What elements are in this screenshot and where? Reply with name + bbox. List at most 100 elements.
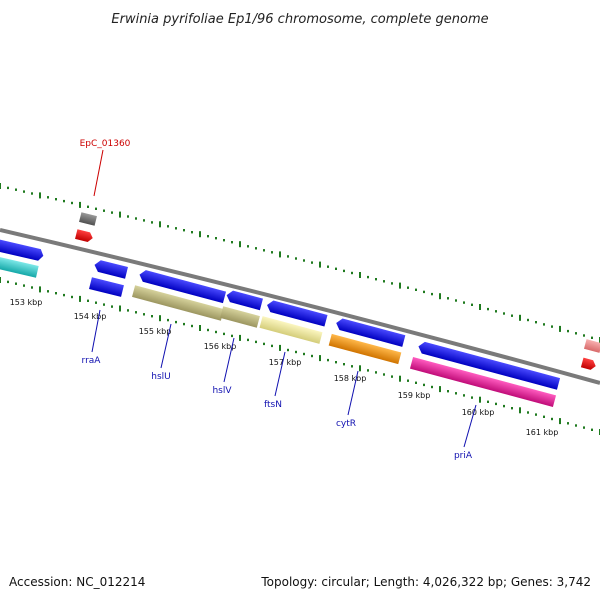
outer-ring-tick: [279, 251, 281, 258]
chromosome-backbone: [0, 228, 600, 385]
outer-ring-tick: [487, 307, 489, 311]
inner-ring-tick: [7, 280, 9, 284]
outer-ring-tick: [119, 211, 121, 218]
outer-ring-tick: [535, 321, 537, 324]
outer-ring-tick: [0, 183, 1, 189]
outer-ring-tick: [39, 192, 41, 199]
outer-ring-tick: [527, 318, 529, 322]
pink-feature: [583, 339, 600, 353]
outer-ring-tick: [335, 267, 337, 270]
inner-ring-tick: [479, 396, 481, 403]
leader-hslV: [223, 337, 235, 383]
outer-ring-tick: [431, 292, 433, 296]
topology-text: Topology: circular; Length: 4,026,322 bp…: [260, 575, 591, 589]
gene-rraA: [89, 277, 124, 297]
inner-ring-tick: [471, 396, 473, 399]
red-feature-right: [580, 357, 596, 370]
outer-ring-tick: [79, 201, 81, 208]
outer-ring-tick: [143, 219, 145, 222]
leader-priA: [463, 404, 477, 448]
inner-ring-tick: [191, 324, 193, 328]
inner-ring-tick: [391, 375, 393, 378]
inner-ring-tick: [0, 277, 1, 283]
outer-ring-tick: [287, 255, 289, 258]
kbp-label-158: 158 kbp: [334, 374, 367, 383]
leader-hslU: [160, 323, 172, 369]
accession-text: Accession: NC_012214: [9, 575, 145, 589]
outer-ring-tick: [71, 201, 73, 205]
outer-ring-tick: [271, 251, 273, 254]
outer-ring-tick: [231, 241, 233, 244]
kbp-label-161: 161 kbp: [526, 428, 559, 437]
gene-priA: [409, 357, 557, 407]
outer-ring-tick: [207, 235, 209, 238]
inner-ring-tick: [559, 418, 561, 425]
kbp-label-159: 159 kbp: [398, 391, 431, 400]
outer-ring-tick: [151, 221, 153, 224]
outer-ring-tick: [591, 336, 593, 339]
outer-ring-tick: [223, 239, 225, 242]
map-title: Erwinia pyrifoliae Ep1/96 chromosome, co…: [111, 12, 488, 27]
outer-ring-tick: [471, 303, 473, 306]
outer-ring-tick: [439, 293, 441, 300]
inner-ring-tick: [319, 355, 321, 362]
outer-ring-tick: [247, 245, 249, 248]
inner-ring-tick: [223, 332, 225, 336]
inner-ring-tick: [343, 363, 345, 366]
inner-ring-tick: [55, 292, 57, 295]
inner-ring-tick: [399, 375, 401, 382]
gene-label-rraA: rraA: [82, 356, 102, 366]
outer-ring-tick: [215, 237, 217, 240]
inner-ring-tick: [551, 417, 553, 421]
gene-ftsN-upper: [267, 300, 328, 327]
inner-ring-tick: [239, 334, 241, 341]
inner-ring-tick: [95, 301, 97, 304]
inner-ring-tick: [79, 295, 81, 302]
inner-ring-tick: [375, 371, 377, 374]
gene-hslV-upper: [226, 290, 263, 311]
gene-label-cytR: cytR: [336, 419, 356, 429]
inner-ring-tick: [383, 373, 385, 376]
inner-ring-tick: [351, 365, 353, 368]
inner-ring-tick: [247, 338, 249, 342]
outer-ring-tick: [327, 265, 329, 268]
kbp-label-155: 155 kbp: [139, 327, 172, 336]
gene-hslU-upper: [139, 270, 227, 304]
outer-ring-tick: [175, 227, 177, 230]
outer-ring-tick: [95, 207, 97, 210]
gene-priA-upper: [418, 341, 561, 390]
outer-ring-tick: [263, 249, 265, 252]
leader-cytR: [347, 370, 359, 416]
outer-ring-tick: [103, 209, 105, 212]
gene-left-cyan: [0, 253, 39, 278]
outer-ring-tick: [15, 188, 17, 191]
outer-ring-tick: [191, 231, 193, 234]
inner-ring-tick: [159, 315, 161, 322]
outer-ring-tick: [303, 259, 305, 262]
outer-ring-tick: [87, 205, 89, 208]
inner-ring-tick: [511, 407, 513, 410]
outer-ring-tick: [583, 334, 585, 337]
outer-ring-tick: [23, 190, 25, 193]
inner-ring-tick: [431, 385, 433, 389]
inner-ring-tick: [575, 424, 577, 427]
inner-ring-tick: [287, 348, 289, 352]
outer-ring-tick: [543, 323, 545, 326]
outer-ring-tick: [407, 286, 409, 289]
outer-ring-tick: [239, 241, 241, 248]
outer-ring-tick: [63, 199, 65, 203]
outer-tick-ring: [0, 183, 600, 343]
gray-feature: [79, 212, 97, 226]
inner-ring-tick: [295, 350, 297, 354]
gene-cytR-upper: [336, 318, 406, 347]
inner-ring-tick: [463, 394, 465, 397]
kbp-label-153: 153 kbp: [10, 298, 43, 307]
inner-ring-tick: [111, 305, 113, 308]
outer-ring-tick: [423, 290, 425, 294]
outer-ring-tick: [127, 215, 129, 218]
outer-ring-tick: [519, 314, 521, 321]
inner-ring-tick: [39, 286, 41, 293]
inner-ring-tick: [271, 344, 273, 348]
outer-ring-tick: [415, 288, 417, 291]
inner-ring-tick: [415, 381, 417, 384]
